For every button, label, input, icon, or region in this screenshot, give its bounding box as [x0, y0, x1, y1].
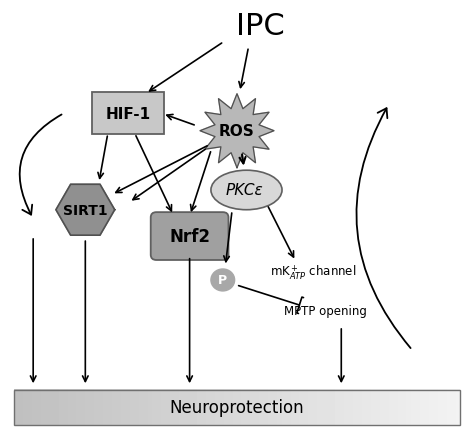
Polygon shape — [56, 185, 115, 236]
FancyArrowPatch shape — [19, 115, 62, 215]
Ellipse shape — [211, 171, 282, 210]
Text: Nrf2: Nrf2 — [169, 227, 210, 246]
Text: HIF-1: HIF-1 — [105, 106, 151, 121]
Text: P: P — [218, 274, 228, 287]
Text: mK$^+_{ATP}$ channel: mK$^+_{ATP}$ channel — [270, 262, 356, 281]
Text: SIRT1: SIRT1 — [63, 203, 108, 217]
Text: Neuroprotection: Neuroprotection — [170, 398, 304, 417]
Text: IPC: IPC — [237, 12, 285, 41]
Polygon shape — [200, 95, 274, 168]
FancyArrowPatch shape — [356, 109, 410, 348]
Text: MPTP opening: MPTP opening — [284, 304, 367, 318]
Circle shape — [211, 269, 235, 291]
Text: PKCε: PKCε — [225, 183, 263, 198]
Text: ROS: ROS — [219, 124, 255, 139]
FancyBboxPatch shape — [151, 212, 228, 260]
FancyBboxPatch shape — [92, 93, 164, 135]
